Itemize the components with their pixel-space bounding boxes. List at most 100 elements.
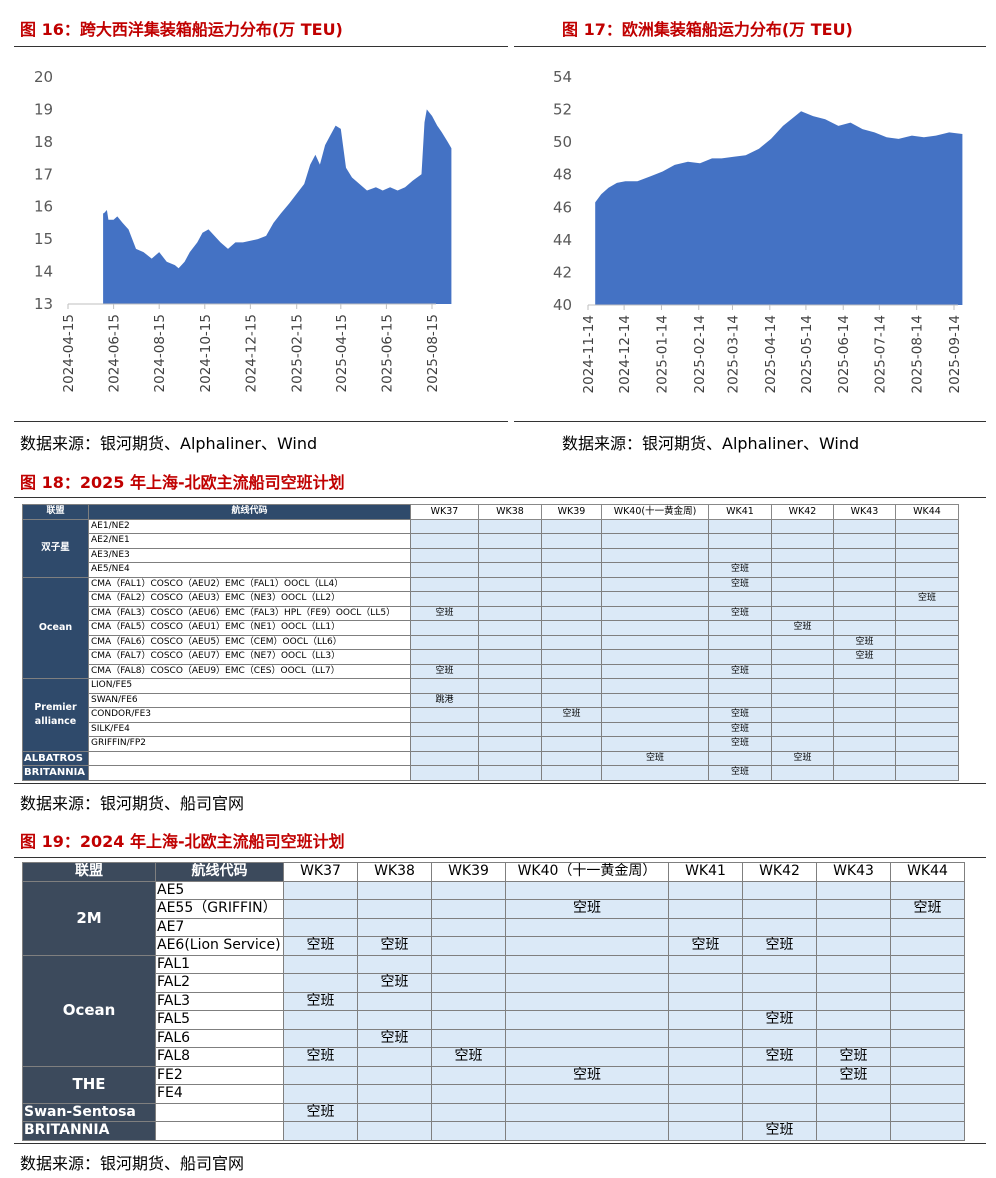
week-cell	[541, 750, 602, 766]
week-cell	[833, 663, 896, 679]
week-cell	[431, 1028, 506, 1048]
route-cell: AE6(Lion Service)	[155, 936, 284, 956]
route-cell: CMA（FAL6）COSCO（AEU5）EMC（CEM）OOCL（LL6）	[88, 634, 411, 650]
week-cell	[410, 678, 479, 694]
week-cell	[601, 562, 709, 578]
week-cell	[833, 707, 896, 723]
week-cell	[410, 750, 479, 766]
week-cell	[601, 605, 709, 621]
header-route: 航线代码	[88, 504, 411, 520]
week-cell	[816, 1121, 891, 1141]
week-cell	[708, 533, 772, 549]
route-cell: AE5/NE4	[88, 562, 411, 578]
week-cell	[833, 620, 896, 636]
header-week: WK43	[816, 862, 891, 882]
header-week: WK39	[541, 504, 602, 520]
week-cell: 空班	[742, 1047, 817, 1067]
week-cell	[895, 692, 959, 708]
week-cell	[410, 576, 479, 592]
week-cell: 空班	[708, 605, 772, 621]
week-cell	[478, 518, 542, 534]
week-cell	[357, 954, 432, 974]
table-row: AE3/NE3	[23, 547, 959, 563]
week-cell	[478, 765, 542, 781]
week-cell	[431, 899, 506, 919]
week-cell	[431, 991, 506, 1011]
week-cell	[816, 1084, 891, 1104]
week-cell	[283, 1028, 358, 1048]
week-cell	[771, 663, 834, 679]
week-cell	[478, 721, 542, 737]
week-cell	[771, 736, 834, 752]
fig17-x-tick-label: 2024-11-14	[581, 315, 597, 393]
week-cell	[833, 750, 896, 766]
fig17-y-tick-label: 52	[553, 101, 572, 119]
week-cell	[478, 736, 542, 752]
week-cell	[283, 973, 358, 993]
header-alliance: 联盟	[22, 862, 156, 882]
route-cell: CONDOR/FE3	[88, 707, 411, 723]
week-cell	[833, 678, 896, 694]
fig17-y-tick-label: 42	[553, 263, 572, 281]
week-cell	[895, 547, 959, 563]
week-cell: 空班	[895, 591, 959, 607]
route-cell: CMA（FAL1）COSCO（AEU2）EMC（FAL1）OOCL（LL4）	[88, 576, 411, 592]
fig18-bottom-rule	[14, 783, 986, 784]
fig16-x-tick-label: 2025-06-15	[379, 314, 395, 392]
table-row: Ocean FAL1	[22, 954, 965, 1067]
route-cell: AE1/NE2	[88, 518, 411, 534]
week-cell	[668, 1084, 743, 1104]
week-cell	[478, 591, 542, 607]
fig18-table: 联盟 航线代码 WK37 WK38 WK39 WK40(十一黄金周) WK41 WK42 WK4…	[22, 504, 959, 781]
week-cell	[890, 917, 965, 937]
table-row: FAL5 空班	[23, 1010, 965, 1030]
route-cell: SILK/FE4	[88, 721, 411, 737]
week-cell: 空班	[742, 936, 817, 956]
week-cell	[668, 991, 743, 1011]
fig17-x-tick-label: 2025-03-14	[725, 315, 741, 393]
fig16-x-tick-label: 2024-10-15	[198, 314, 214, 392]
week-cell	[505, 1010, 669, 1030]
week-cell	[895, 736, 959, 752]
route-cell: GRIFFIN/FP2	[88, 736, 411, 752]
week-cell	[478, 605, 542, 621]
fig16-y-tick-label: 18	[34, 133, 53, 151]
week-cell	[541, 663, 602, 679]
fig17-bottom-rule	[514, 421, 986, 422]
week-cell	[742, 973, 817, 993]
fig17-x-tick-label: 2025-09-14	[947, 315, 963, 393]
week-cell	[601, 649, 709, 665]
route-cell: FAL6	[155, 1028, 284, 1048]
fig17-y-tick-label: 40	[553, 296, 572, 314]
week-cell: 空班	[708, 576, 772, 592]
week-cell	[541, 576, 602, 592]
week-cell	[357, 1084, 432, 1104]
fig17-x-tick-label: 2025-06-14	[836, 315, 852, 393]
week-cell	[668, 1047, 743, 1067]
week-cell	[357, 991, 432, 1011]
fig17-x-tick-label: 2025-01-14	[654, 315, 670, 393]
week-cell: 空班	[283, 991, 358, 1011]
week-cell: 空班	[505, 1065, 669, 1085]
table-row: SILK/FE4 空班	[23, 721, 959, 737]
week-cell	[541, 605, 602, 621]
alliance-cell: BRITANNIA	[22, 765, 89, 781]
fig16-chart: 20 19 18 17 16 15 14 13 2024-04-15 2024-06-15 2024…	[34, 68, 452, 392]
week-cell: 空班	[890, 899, 965, 919]
week-cell	[431, 936, 506, 956]
route-cell: FE4	[155, 1084, 284, 1104]
week-cell	[541, 533, 602, 549]
week-cell	[601, 620, 709, 636]
week-cell	[742, 917, 817, 937]
route-cell	[88, 765, 411, 781]
fig16-x-tick-label: 2025-04-15	[334, 314, 350, 392]
week-cell: 空班	[283, 936, 358, 956]
fig17-x-tick-label: 2025-08-14	[910, 315, 926, 393]
header-week: WK40（十一黄金周）	[505, 862, 669, 882]
week-cell	[410, 533, 479, 549]
week-cell	[833, 605, 896, 621]
table-row: CMA（FAL3）COSCO（AEU6）EMC（FAL3）HPL（FE9）OOC…	[23, 605, 959, 621]
fig17-title: 图 17：欧洲集装箱船运力分布(万 TEU)	[562, 20, 853, 39]
week-cell	[708, 750, 772, 766]
week-cell	[410, 634, 479, 650]
